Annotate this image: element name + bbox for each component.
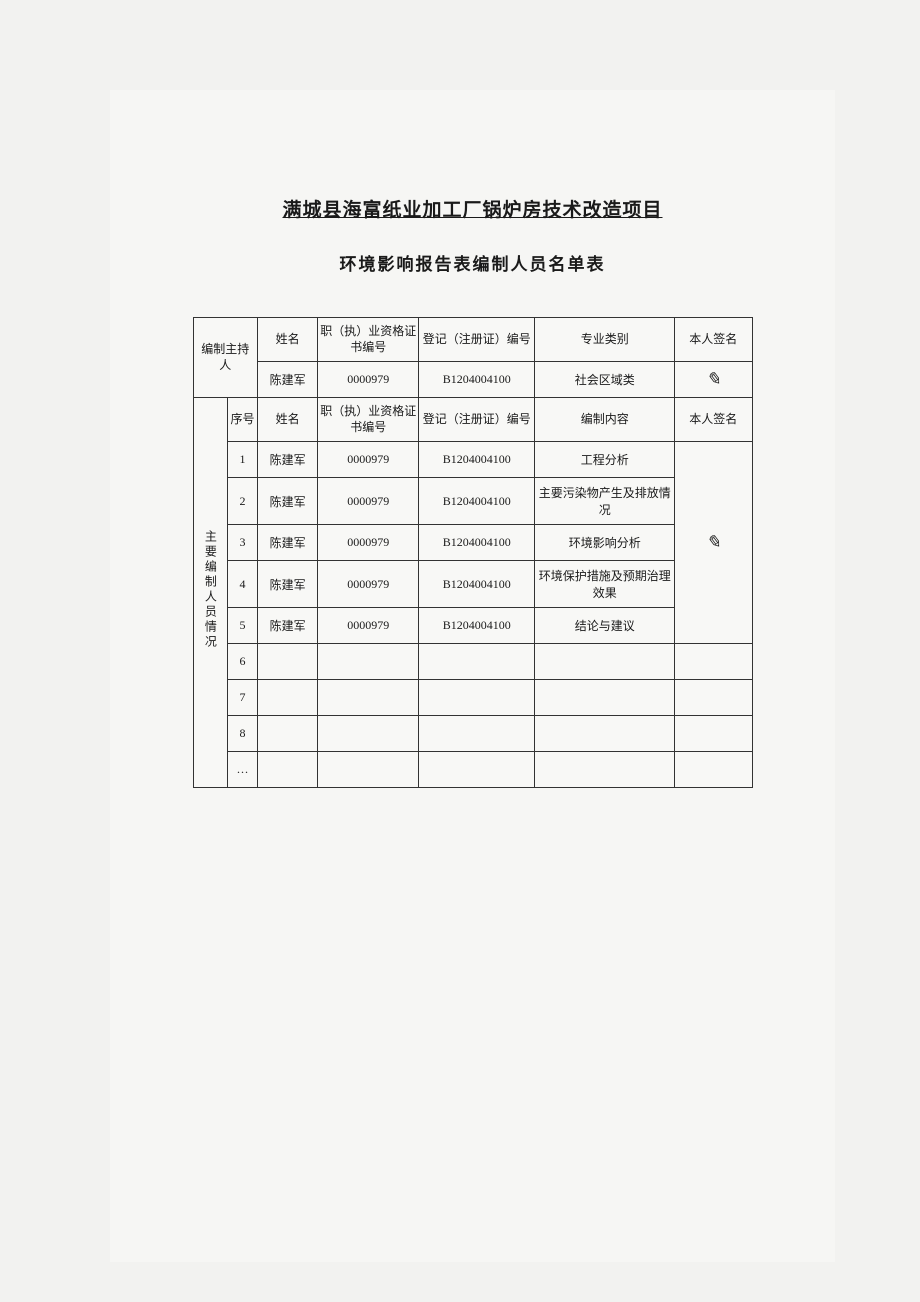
member-content — [535, 644, 675, 680]
chief-category-header: 专业类别 — [535, 318, 675, 362]
member-header-row: 主要编制人员情况 序号 姓名 职（执）业资格证书编号 登记（注册证）编号 编制内… — [193, 398, 752, 442]
chief-cert-header: 职（执）业资格证书编号 — [318, 318, 419, 362]
chief-data-row: 陈建军 0000979 B1204004100 社会区域类 ✎ — [193, 362, 752, 398]
table-row: 3 陈建军 0000979 B1204004100 环境影响分析 — [193, 525, 752, 561]
member-cert: 0000979 — [318, 525, 419, 561]
member-cert — [318, 644, 419, 680]
member-content — [535, 752, 675, 788]
member-seq: 2 — [227, 478, 257, 525]
member-section-text: 主要编制人员情况 — [203, 530, 217, 650]
table-row: 6 — [193, 644, 752, 680]
member-seq: … — [227, 752, 257, 788]
signature-mark: ✎ — [706, 369, 721, 389]
project-title: 满城县海富纸业加工厂锅炉房技术改造项目 — [110, 195, 835, 222]
member-content: 结论与建议 — [535, 608, 675, 644]
chief-section-label: 编制主持人 — [193, 318, 258, 398]
member-content — [535, 680, 675, 716]
member-name — [258, 716, 318, 752]
member-reg — [419, 644, 535, 680]
member-reg: B1204004100 — [419, 478, 535, 525]
member-name: 陈建军 — [258, 608, 318, 644]
chief-reg-header: 登记（注册证）编号 — [419, 318, 535, 362]
member-reg: B1204004100 — [419, 608, 535, 644]
member-cert — [318, 752, 419, 788]
member-content-header: 编制内容 — [535, 398, 675, 442]
member-cert: 0000979 — [318, 478, 419, 525]
member-cert-header: 职（执）业资格证书编号 — [318, 398, 419, 442]
content-area: 满城县海富纸业加工厂锅炉房技术改造项目 环境影响报告表编制人员名单表 编制主持人 — [110, 90, 835, 788]
member-seq: 7 — [227, 680, 257, 716]
table-row: 5 陈建军 0000979 B1204004100 结论与建议 — [193, 608, 752, 644]
member-signature-empty — [675, 752, 752, 788]
member-signature: ✎ — [675, 442, 752, 644]
member-cert: 0000979 — [318, 608, 419, 644]
table-row: 4 陈建军 0000979 B1204004100 环境保护措施及预期治理效果 — [193, 561, 752, 608]
member-name: 陈建军 — [258, 561, 318, 608]
member-seq-header: 序号 — [227, 398, 257, 442]
member-seq: 5 — [227, 608, 257, 644]
chief-section-text: 编制主持人 — [201, 342, 249, 372]
personnel-table-wrapper: 编制主持人 姓名 职（执）业资格证书编号 登记（注册证）编号 专业类别 本人签名… — [193, 317, 753, 788]
chief-cert: 0000979 — [318, 362, 419, 398]
member-section-label: 主要编制人员情况 — [193, 398, 227, 788]
document-subtitle: 环境影响报告表编制人员名单表 — [110, 250, 835, 275]
member-cert: 0000979 — [318, 442, 419, 478]
table-row: 8 — [193, 716, 752, 752]
member-name — [258, 644, 318, 680]
chief-category: 社会区域类 — [535, 362, 675, 398]
member-name — [258, 752, 318, 788]
table-row: 1 陈建军 0000979 B1204004100 工程分析 ✎ — [193, 442, 752, 478]
chief-signature: ✎ — [675, 362, 752, 398]
member-content: 主要污染物产生及排放情况 — [535, 478, 675, 525]
member-content: 工程分析 — [535, 442, 675, 478]
chief-name: 陈建军 — [258, 362, 318, 398]
member-seq: 3 — [227, 525, 257, 561]
document-page: 满城县海富纸业加工厂锅炉房技术改造项目 环境影响报告表编制人员名单表 编制主持人 — [110, 90, 835, 1262]
member-name: 陈建军 — [258, 478, 318, 525]
member-reg: B1204004100 — [419, 561, 535, 608]
member-reg: B1204004100 — [419, 525, 535, 561]
member-seq: 8 — [227, 716, 257, 752]
member-content — [535, 716, 675, 752]
member-signature-empty — [675, 716, 752, 752]
member-signature-empty — [675, 680, 752, 716]
chief-name-header: 姓名 — [258, 318, 318, 362]
member-reg-header: 登记（注册证）编号 — [419, 398, 535, 442]
personnel-table: 编制主持人 姓名 职（执）业资格证书编号 登记（注册证）编号 专业类别 本人签名… — [193, 317, 753, 788]
member-reg — [419, 752, 535, 788]
signature-mark: ✎ — [706, 532, 721, 552]
chief-header-row: 编制主持人 姓名 职（执）业资格证书编号 登记（注册证）编号 专业类别 本人签名 — [193, 318, 752, 362]
table-row: 7 — [193, 680, 752, 716]
member-seq: 1 — [227, 442, 257, 478]
member-reg — [419, 716, 535, 752]
member-content: 环境影响分析 — [535, 525, 675, 561]
member-seq: 4 — [227, 561, 257, 608]
member-reg — [419, 680, 535, 716]
member-name — [258, 680, 318, 716]
member-name: 陈建军 — [258, 442, 318, 478]
member-seq: 6 — [227, 644, 257, 680]
member-cert: 0000979 — [318, 561, 419, 608]
member-content: 环境保护措施及预期治理效果 — [535, 561, 675, 608]
member-cert — [318, 680, 419, 716]
chief-sign-header: 本人签名 — [675, 318, 752, 362]
member-cert — [318, 716, 419, 752]
chief-reg: B1204004100 — [419, 362, 535, 398]
table-row: 2 陈建军 0000979 B1204004100 主要污染物产生及排放情况 — [193, 478, 752, 525]
member-sign-header: 本人签名 — [675, 398, 752, 442]
member-name: 陈建军 — [258, 525, 318, 561]
member-signature-empty — [675, 644, 752, 680]
member-reg: B1204004100 — [419, 442, 535, 478]
member-name-header: 姓名 — [258, 398, 318, 442]
table-row: … — [193, 752, 752, 788]
